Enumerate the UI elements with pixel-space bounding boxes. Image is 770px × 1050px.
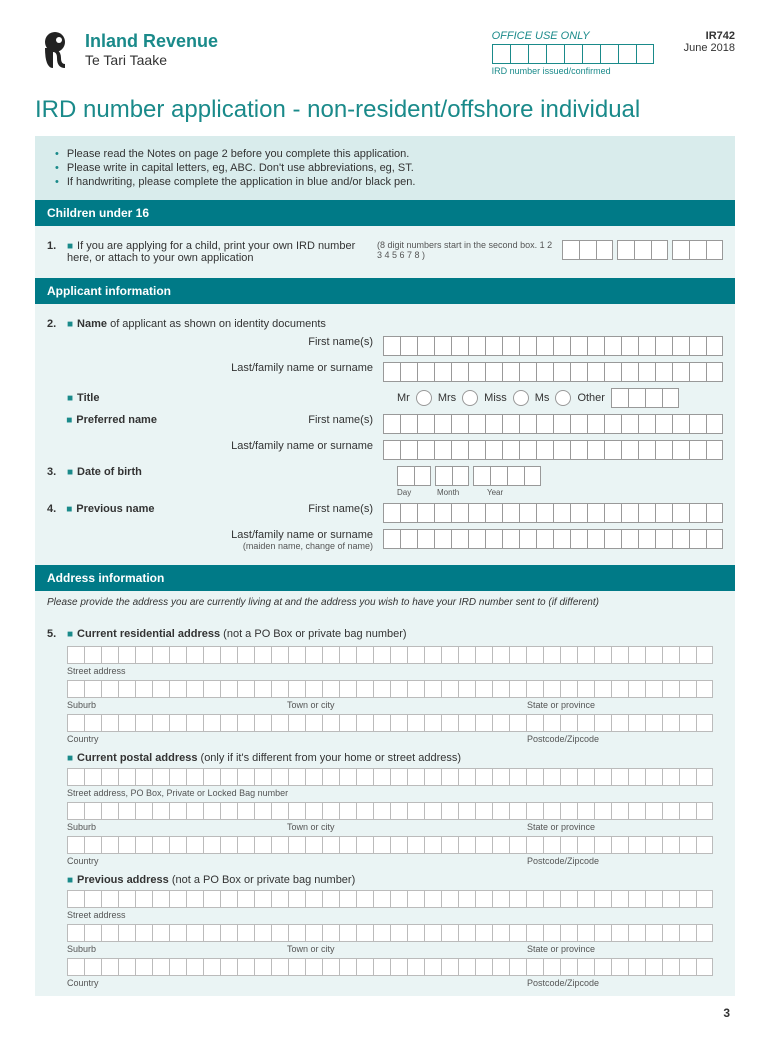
q1-text: If you are applying for a child, print y… <box>67 240 355 264</box>
q1-hint: (8 digit numbers start in the second box… <box>377 240 556 260</box>
section-applicant-header: Applicant information <box>35 278 735 304</box>
office-use-boxes <box>492 44 654 64</box>
prev-country-row[interactable] <box>67 958 723 976</box>
day-label: Day <box>397 488 437 497</box>
year-label: Year <box>487 488 547 497</box>
section-address-body: 5. ■Current residential address (not a P… <box>35 614 735 996</box>
address-intro: Please provide the address you are curre… <box>35 591 735 614</box>
month-label: Month <box>437 488 487 497</box>
prev-first-input[interactable] <box>383 503 723 523</box>
postal-street-input[interactable] <box>67 768 723 786</box>
postal-label: Current postal address <box>77 752 197 764</box>
form-id: IR742 June 2018 <box>684 30 735 54</box>
res-town-label: Town or city <box>287 700 527 710</box>
page-header: Inland Revenue Te Tari Taake OFFICE USE … <box>35 30 735 76</box>
ird-number-input[interactable] <box>562 240 723 260</box>
q4-num: 4. <box>47 503 66 515</box>
office-use-title: OFFICE USE ONLY <box>492 30 654 42</box>
res-street-input[interactable] <box>67 646 723 664</box>
title-miss: Miss <box>484 392 507 404</box>
res-postcode-label: Postcode/Zipcode <box>527 734 599 744</box>
radio-mrs[interactable] <box>462 390 478 406</box>
prev-suburb-label: Suburb <box>67 944 287 954</box>
res-suburb-row[interactable] <box>67 680 723 698</box>
ir-logo-icon <box>35 30 75 70</box>
section-address-header: Address information <box>35 565 735 591</box>
prev-street-label: Street address <box>67 910 723 920</box>
note-item: Please write in capital letters, eg, ABC… <box>55 162 715 174</box>
prev-town-label: Town or city <box>287 944 527 954</box>
postal-suburb-row[interactable] <box>67 802 723 820</box>
q2-label: of applicant as shown on identity docume… <box>110 318 326 330</box>
postal-suburb-label: Suburb <box>67 822 287 832</box>
prev-street-input[interactable] <box>67 890 723 908</box>
prev-state-label: State or province <box>527 944 595 954</box>
title-other: Other <box>577 392 605 404</box>
q2-num: 2. <box>47 318 67 330</box>
prev-country-label: Country <box>67 978 527 988</box>
note-item: If handwriting, please complete the appl… <box>55 176 715 188</box>
postal-note: (only if it's different from your home o… <box>201 752 462 764</box>
res-street-label: Street address <box>67 666 723 676</box>
form-date: June 2018 <box>684 42 735 54</box>
section-children-header: Children under 16 <box>35 200 735 226</box>
q3-num: 3. <box>47 466 67 478</box>
postal-town-label: Town or city <box>287 822 527 832</box>
postal-postcode-label: Postcode/Zipcode <box>527 856 599 866</box>
radio-mr[interactable] <box>416 390 432 406</box>
section-applicant-body: 2. ■Name of applicant as shown on identi… <box>35 304 735 565</box>
title-mrs: Mrs <box>438 392 456 404</box>
prev-addr-label: Previous address <box>77 874 169 886</box>
prev-last-label: Last/family name or surname <box>66 529 373 541</box>
last-name-label: Last/family name or surname <box>66 362 383 374</box>
current-res-label: Current residential address <box>77 628 220 640</box>
form-code: IR742 <box>684 30 735 42</box>
res-suburb-label: Suburb <box>67 700 287 710</box>
pref-first-input[interactable] <box>383 414 723 434</box>
prev-first-label: First name(s) <box>155 503 383 515</box>
office-use-block: OFFICE USE ONLY IRD number issued/confir… <box>492 30 654 76</box>
pref-first-label: First name(s) <box>157 414 383 426</box>
page-title: IRD number application - non-resident/of… <box>35 96 735 124</box>
radio-ms[interactable] <box>555 390 571 406</box>
prev-name-label: Previous name <box>76 503 154 515</box>
title-ms: Ms <box>535 392 550 404</box>
res-country-row[interactable] <box>67 714 723 732</box>
page-number: 3 <box>35 1006 735 1020</box>
logo-line1: Inland Revenue <box>85 31 218 53</box>
pref-last-input[interactable] <box>383 440 723 460</box>
postal-country-row[interactable] <box>67 836 723 854</box>
q5-num: 5. <box>47 628 67 640</box>
q2-label-name: Name <box>77 318 107 330</box>
section-children-body: 1. ■If you are applying for a child, pri… <box>35 226 735 278</box>
note-item: Please read the Notes on page 2 before y… <box>55 148 715 160</box>
title-other-input[interactable] <box>611 388 679 408</box>
last-name-input[interactable] <box>383 362 723 382</box>
current-res-note: (not a PO Box or private bag number) <box>223 628 406 640</box>
pref-last-label: Last/family name or surname <box>66 440 383 452</box>
prev-postcode-label: Postcode/Zipcode <box>527 978 599 988</box>
prev-last-input[interactable] <box>383 529 723 549</box>
prev-addr-note: (not a PO Box or private bag number) <box>172 874 355 886</box>
first-names-label: First name(s) <box>66 336 383 348</box>
radio-miss[interactable] <box>513 390 529 406</box>
dob-input[interactable] <box>397 466 547 486</box>
res-state-label: State or province <box>527 700 595 710</box>
q1-num: 1. <box>47 240 67 252</box>
office-use-caption: IRD number issued/confirmed <box>492 66 654 76</box>
maiden-note: (maiden name, change of name) <box>66 541 373 551</box>
first-names-input[interactable] <box>383 336 723 356</box>
dob-label: Date of birth <box>77 466 142 478</box>
postal-street-label: Street address, PO Box, Private or Locke… <box>67 788 723 798</box>
postal-state-label: State or province <box>527 822 595 832</box>
logo-line2: Te Tari Taake <box>85 52 218 69</box>
preferred-label: Preferred name <box>76 414 157 426</box>
notes-box: Please read the Notes on page 2 before y… <box>35 136 735 200</box>
title-mr: Mr <box>397 392 410 404</box>
title-label: Title <box>77 392 99 404</box>
postal-country-label: Country <box>67 856 527 866</box>
res-country-label: Country <box>67 734 527 744</box>
logo-block: Inland Revenue Te Tari Taake <box>35 30 218 70</box>
prev-suburb-row[interactable] <box>67 924 723 942</box>
